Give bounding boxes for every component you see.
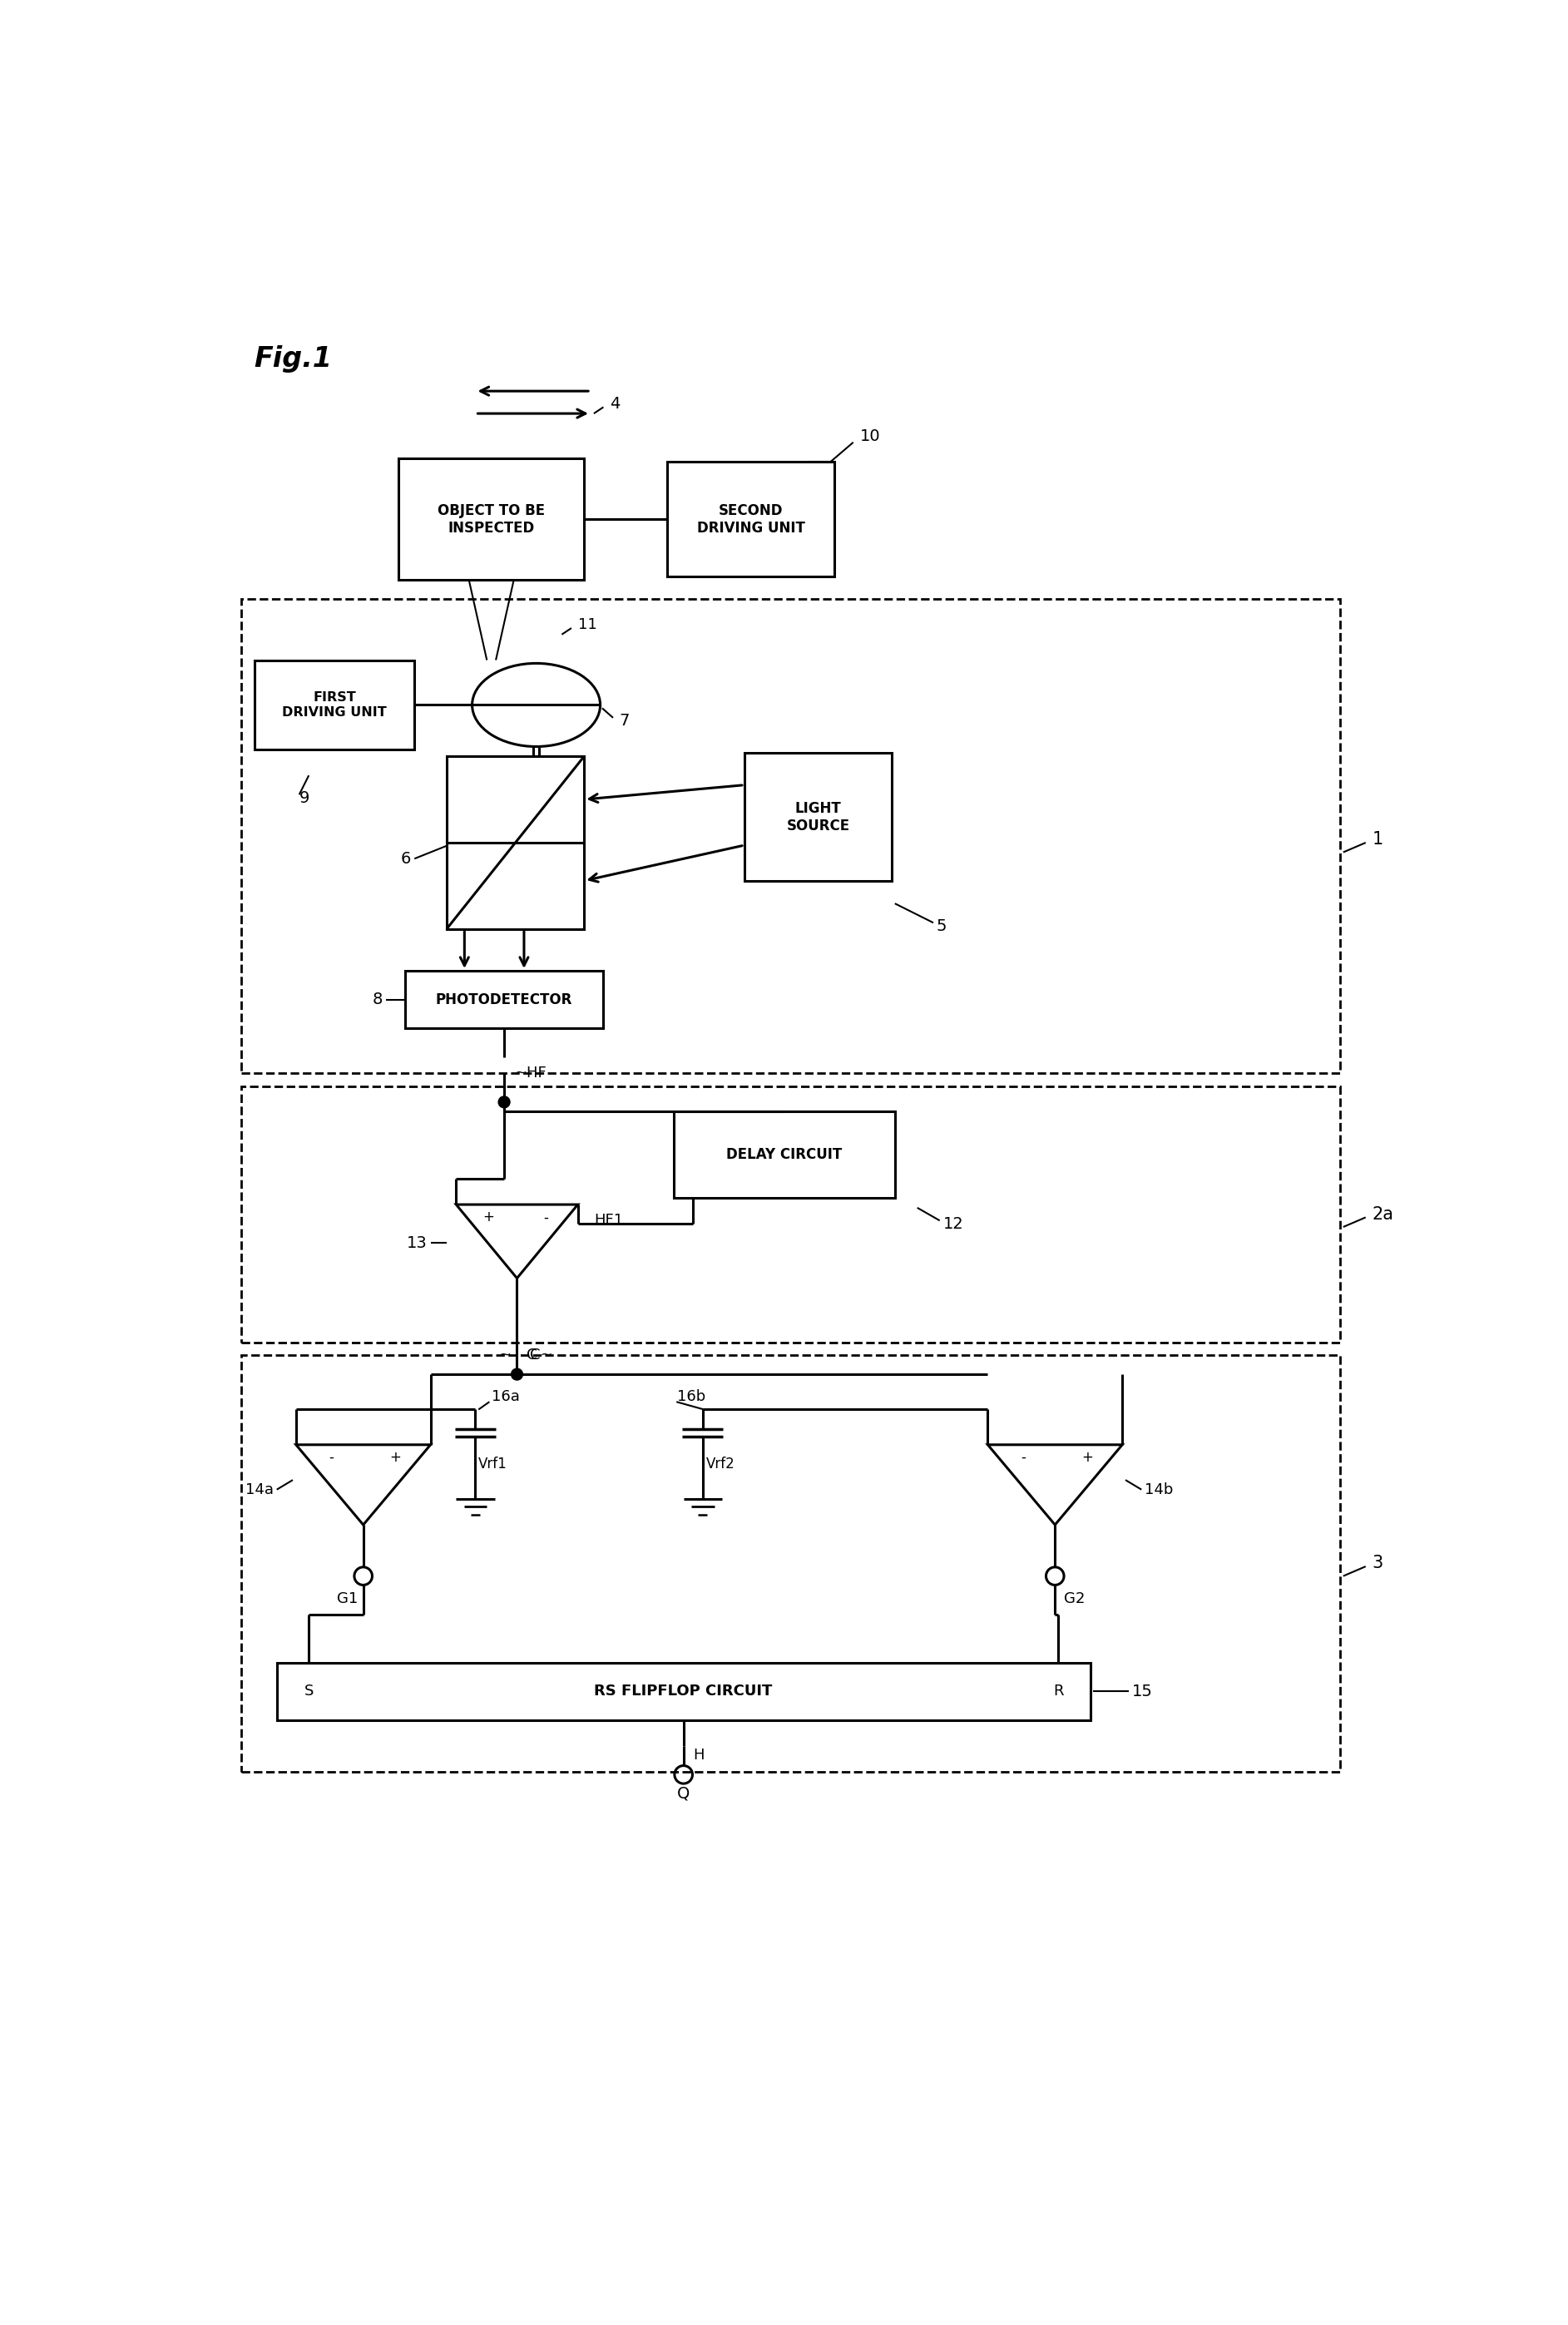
Text: 11: 11 xyxy=(579,618,597,632)
Text: SECOND
DRIVING UNIT: SECOND DRIVING UNIT xyxy=(696,502,804,535)
Bar xyxy=(745,753,892,881)
Text: 5: 5 xyxy=(936,918,947,935)
Text: ~: ~ xyxy=(499,1348,511,1362)
Text: 2a: 2a xyxy=(1372,1207,1394,1223)
Text: H: H xyxy=(693,1748,704,1762)
Circle shape xyxy=(499,1097,510,1107)
Text: 8: 8 xyxy=(372,993,383,1007)
Bar xyxy=(278,1662,1090,1721)
Text: Vrf1: Vrf1 xyxy=(478,1455,508,1472)
Text: C~: C~ xyxy=(530,1348,552,1362)
Text: 15: 15 xyxy=(1132,1683,1152,1700)
Text: G2: G2 xyxy=(1063,1590,1085,1607)
Bar xyxy=(241,1355,1341,1772)
Text: G1: G1 xyxy=(337,1590,358,1607)
Text: RS FLIPFLOP CIRCUIT: RS FLIPFLOP CIRCUIT xyxy=(594,1683,773,1700)
Bar xyxy=(668,463,834,577)
Text: 12: 12 xyxy=(942,1216,963,1232)
Bar xyxy=(447,756,585,930)
Text: Q: Q xyxy=(677,1786,690,1802)
Text: C: C xyxy=(527,1348,536,1362)
Text: 16b: 16b xyxy=(677,1390,706,1404)
Text: 14b: 14b xyxy=(1145,1481,1173,1497)
Text: 14a: 14a xyxy=(245,1481,273,1497)
Text: 7: 7 xyxy=(619,714,630,728)
Text: 1: 1 xyxy=(1372,830,1383,849)
Text: PHOTODETECTOR: PHOTODETECTOR xyxy=(436,993,572,1007)
Text: Fig.1: Fig.1 xyxy=(254,346,332,372)
Bar xyxy=(241,1086,1341,1342)
Text: LIGHT
SOURCE: LIGHT SOURCE xyxy=(786,800,850,832)
Text: -: - xyxy=(1021,1451,1025,1465)
Text: -: - xyxy=(544,1209,549,1225)
Text: S: S xyxy=(304,1683,314,1700)
Text: R: R xyxy=(1054,1683,1063,1700)
Text: +: + xyxy=(483,1209,494,1225)
Text: 3: 3 xyxy=(1372,1555,1383,1572)
Text: HF1: HF1 xyxy=(594,1214,622,1228)
Bar xyxy=(405,972,604,1028)
Bar xyxy=(254,660,414,749)
Text: -: - xyxy=(329,1451,334,1465)
Text: 16a: 16a xyxy=(491,1390,519,1404)
Text: 4: 4 xyxy=(610,395,619,412)
Text: Vrf2: Vrf2 xyxy=(706,1455,735,1472)
Bar xyxy=(674,1111,895,1197)
Text: 9: 9 xyxy=(299,791,309,807)
Text: DELAY CIRCUIT: DELAY CIRCUIT xyxy=(726,1149,842,1162)
Bar xyxy=(241,600,1341,1074)
Text: +: + xyxy=(1082,1451,1093,1465)
Circle shape xyxy=(511,1369,522,1381)
Text: 10: 10 xyxy=(859,428,880,444)
Bar xyxy=(398,458,585,579)
Text: 6: 6 xyxy=(401,851,411,867)
Text: FIRST
DRIVING UNIT: FIRST DRIVING UNIT xyxy=(282,691,387,718)
Text: OBJECT TO BE
INSPECTED: OBJECT TO BE INSPECTED xyxy=(437,502,546,535)
Text: 13: 13 xyxy=(406,1235,428,1251)
Text: ~HF: ~HF xyxy=(514,1065,546,1081)
Text: +: + xyxy=(389,1451,401,1465)
